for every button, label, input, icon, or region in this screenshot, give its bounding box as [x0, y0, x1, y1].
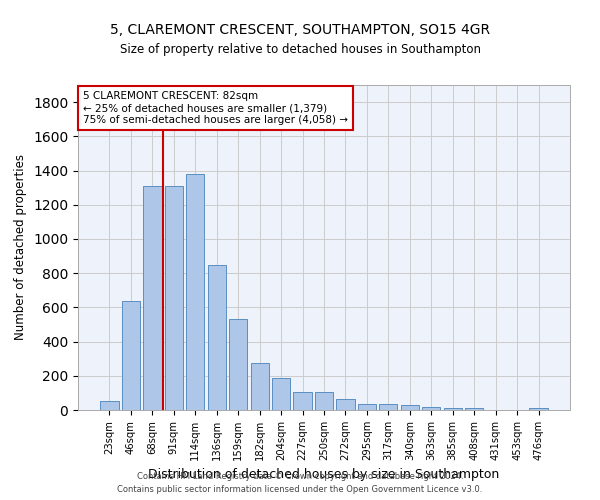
Bar [422, 406, 440, 410]
Bar [379, 404, 397, 410]
Y-axis label: Number of detached properties: Number of detached properties [14, 154, 28, 340]
Text: Contains public sector information licensed under the Open Government Licence v3: Contains public sector information licen… [118, 485, 482, 494]
Text: 5, CLAREMONT CRESCENT, SOUTHAMPTON, SO15 4GR: 5, CLAREMONT CRESCENT, SOUTHAMPTON, SO15… [110, 22, 490, 36]
Bar [229, 320, 247, 410]
Bar [293, 392, 311, 410]
Bar [529, 408, 548, 410]
Bar [443, 408, 462, 410]
Bar [186, 174, 205, 410]
Bar [208, 264, 226, 410]
Bar [122, 300, 140, 410]
Text: Contains HM Land Registry data © Crown copyright and database right 2024.: Contains HM Land Registry data © Crown c… [137, 472, 463, 481]
Bar [465, 408, 483, 410]
Bar [358, 404, 376, 410]
Bar [143, 186, 161, 410]
Bar [100, 402, 119, 410]
X-axis label: Distribution of detached houses by size in Southampton: Distribution of detached houses by size … [148, 468, 500, 481]
Text: Size of property relative to detached houses in Southampton: Size of property relative to detached ho… [119, 42, 481, 56]
Bar [337, 399, 355, 410]
Bar [401, 405, 419, 410]
Bar [315, 392, 333, 410]
Text: 5 CLAREMONT CRESCENT: 82sqm
← 25% of detached houses are smaller (1,379)
75% of : 5 CLAREMONT CRESCENT: 82sqm ← 25% of det… [83, 92, 348, 124]
Bar [165, 186, 183, 410]
Bar [272, 378, 290, 410]
Bar [251, 363, 269, 410]
